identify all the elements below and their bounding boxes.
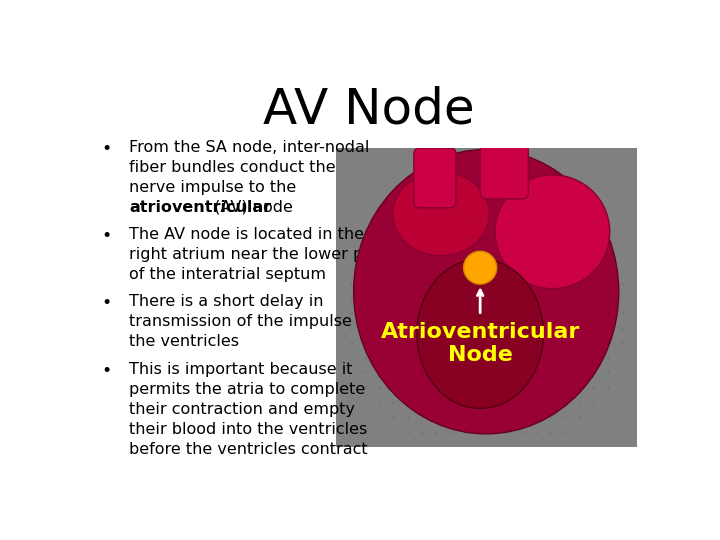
Text: the ventricles: the ventricles: [129, 334, 239, 349]
Circle shape: [464, 251, 497, 284]
Text: nerve impulse to the: nerve impulse to the: [129, 180, 297, 194]
Text: Atrioventricular
Node: Atrioventricular Node: [380, 322, 580, 365]
Text: •: •: [101, 227, 112, 245]
Text: permits the atria to complete: permits the atria to complete: [129, 382, 365, 397]
Text: atrioventricular: atrioventricular: [129, 199, 271, 214]
Text: their blood into the ventricles: their blood into the ventricles: [129, 422, 367, 436]
Text: transmission of the impulse to: transmission of the impulse to: [129, 314, 373, 329]
Text: •: •: [101, 294, 112, 312]
Text: (AV) node: (AV) node: [209, 199, 293, 214]
Text: There is a short delay in: There is a short delay in: [129, 294, 323, 309]
Text: •: •: [101, 362, 112, 380]
Ellipse shape: [417, 259, 544, 408]
FancyBboxPatch shape: [336, 148, 637, 447]
Text: AV Node: AV Node: [264, 85, 474, 133]
Text: •: •: [101, 140, 112, 158]
Text: fiber bundles conduct the: fiber bundles conduct the: [129, 160, 336, 174]
FancyBboxPatch shape: [414, 148, 456, 208]
Ellipse shape: [393, 172, 489, 256]
Text: This is important because it: This is important because it: [129, 362, 353, 377]
Text: From the SA node, inter-nodal: From the SA node, inter-nodal: [129, 140, 369, 154]
Text: their contraction and empty: their contraction and empty: [129, 402, 355, 416]
Ellipse shape: [354, 150, 618, 434]
Text: before the ventricles contract: before the ventricles contract: [129, 442, 368, 456]
Ellipse shape: [495, 175, 610, 289]
Text: of the interatrial septum: of the interatrial septum: [129, 267, 326, 282]
Text: right atrium near the lower part: right atrium near the lower part: [129, 247, 386, 262]
Text: The AV node is located in the: The AV node is located in the: [129, 227, 364, 242]
FancyBboxPatch shape: [480, 145, 528, 199]
